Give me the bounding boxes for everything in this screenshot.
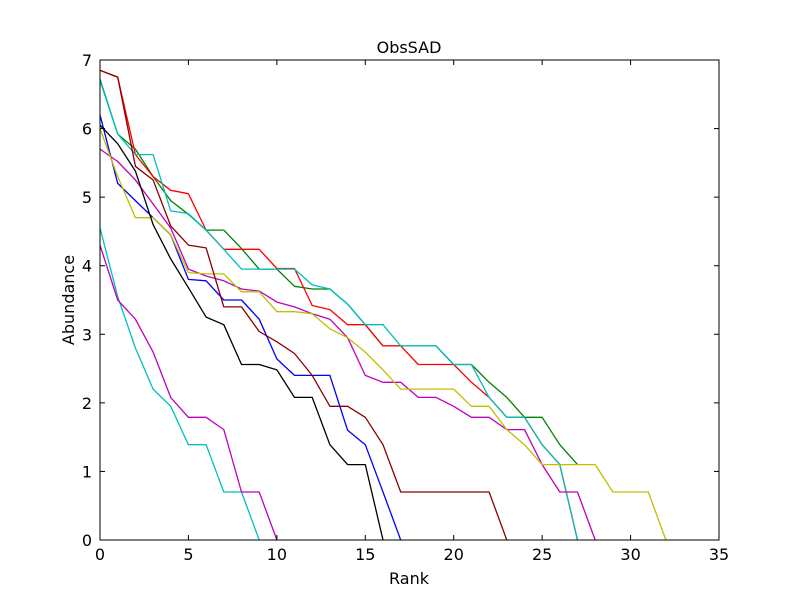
y-tick-label: 2 bbox=[82, 394, 92, 413]
x-tick-label: 20 bbox=[444, 545, 464, 564]
series-line-10 bbox=[99, 69, 508, 541]
chart-title: ObsSAD bbox=[377, 38, 442, 57]
series-line-7 bbox=[99, 124, 384, 541]
x-tick-label: 5 bbox=[183, 545, 193, 564]
x-tick-label: 30 bbox=[620, 545, 640, 564]
y-axis-label: Abundance bbox=[59, 255, 78, 345]
x-tick-label: 15 bbox=[355, 545, 375, 564]
y-tick-label: 3 bbox=[82, 325, 92, 344]
series-line-4 bbox=[99, 80, 579, 541]
y-tick-label: 1 bbox=[82, 462, 92, 481]
y-tick-label: 6 bbox=[82, 120, 92, 139]
series-line-1 bbox=[99, 114, 402, 541]
x-axis-label: Rank bbox=[389, 569, 430, 588]
series-line-8 bbox=[99, 227, 260, 541]
ticks-layer: 0 5 10 15 20 25 30 35 0 1 2 3 4 5 6 7 bbox=[82, 51, 729, 564]
series-layer bbox=[99, 69, 667, 541]
y-tick-label: 4 bbox=[82, 257, 92, 276]
x-tick-label: 35 bbox=[709, 545, 729, 564]
series-line-3 bbox=[99, 69, 579, 541]
x-tick-label: 25 bbox=[532, 545, 552, 564]
plot-frame bbox=[99, 59, 720, 541]
y-tick-label: 5 bbox=[82, 188, 92, 207]
series-line-5 bbox=[99, 148, 596, 541]
series-line-9 bbox=[99, 244, 278, 541]
y-tick-label: 7 bbox=[82, 51, 92, 70]
x-tick-label: 0 bbox=[95, 545, 105, 564]
y-tick-label: 0 bbox=[82, 531, 92, 550]
x-tick-label: 10 bbox=[267, 545, 287, 564]
series-line-6 bbox=[99, 128, 667, 541]
